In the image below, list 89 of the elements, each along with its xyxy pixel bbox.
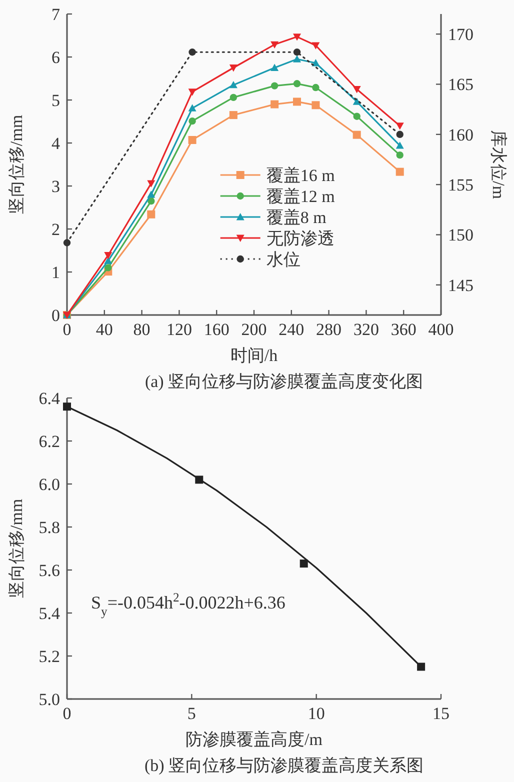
point bbox=[188, 104, 196, 112]
point bbox=[63, 402, 71, 411]
x-tick-label: 5 bbox=[187, 704, 196, 723]
point bbox=[270, 64, 279, 71]
x-tick-label: 200 bbox=[241, 320, 267, 339]
y2-tick-label: 170 bbox=[448, 25, 474, 44]
y-tick-label: 6.0 bbox=[38, 475, 60, 494]
point bbox=[195, 476, 204, 484]
point bbox=[188, 117, 196, 125]
y-tick-label: 5.4 bbox=[38, 604, 60, 623]
y-axis-title: 竖向位移/mm bbox=[7, 114, 26, 214]
point bbox=[300, 560, 308, 568]
y-tick-label: 5.2 bbox=[38, 647, 60, 666]
y-tick-label: 6.4 bbox=[38, 389, 60, 408]
x-tick-label: 15 bbox=[432, 704, 450, 723]
text: (a) 竖向位移与防渗膜覆盖高度变化图 bbox=[144, 372, 424, 391]
y-tick-label: 5 bbox=[52, 91, 60, 110]
legend-label: 覆盖12 m bbox=[266, 187, 335, 206]
point bbox=[229, 64, 238, 72]
point bbox=[352, 98, 361, 105]
point bbox=[230, 94, 238, 102]
y-tick-label: 1 bbox=[52, 263, 60, 282]
legend-label: 无防渗透 bbox=[266, 229, 334, 248]
x-tick-label: 360 bbox=[390, 320, 416, 339]
x-axis-title: 防渗膜覆盖高度/m bbox=[186, 730, 322, 749]
point bbox=[352, 86, 361, 94]
point bbox=[396, 151, 404, 159]
point bbox=[188, 88, 196, 96]
y2-tick-label: 155 bbox=[448, 176, 474, 195]
point bbox=[312, 101, 320, 110]
point bbox=[147, 210, 156, 218]
legend-label: 覆盖16 m bbox=[266, 166, 335, 185]
point bbox=[147, 180, 156, 188]
point bbox=[293, 98, 302, 106]
x-tick-label: 400 bbox=[428, 320, 454, 339]
point bbox=[104, 252, 112, 260]
y2-tick-label: 150 bbox=[448, 226, 474, 245]
point bbox=[188, 136, 196, 144]
y2-tick-label: 165 bbox=[448, 75, 474, 94]
x-tick-label: 10 bbox=[308, 704, 325, 723]
x-tick-label: 160 bbox=[204, 320, 230, 339]
point bbox=[229, 111, 238, 120]
point bbox=[352, 130, 361, 139]
x-tick-label: 240 bbox=[278, 320, 304, 339]
legend-label: 水位 bbox=[266, 250, 300, 269]
point bbox=[63, 239, 71, 246]
annotation: S$_{y}$=-0.054h$^{2}$-0.0022h+6.36 bbox=[91, 590, 286, 619]
y-tick-label: 5.8 bbox=[38, 518, 60, 537]
point bbox=[147, 190, 156, 198]
y-tick-label: 3 bbox=[52, 177, 60, 196]
y-tick-label: 5.0 bbox=[38, 690, 60, 709]
text: (b) 竖向位移与防渗膜覆盖高度关系图 bbox=[144, 756, 424, 775]
point bbox=[396, 168, 404, 176]
point bbox=[396, 142, 404, 149]
point bbox=[104, 264, 112, 272]
y2-axis-title: 库水位/m bbox=[489, 130, 508, 199]
point bbox=[293, 80, 301, 88]
y-axis-title: 竖向位移/mm bbox=[7, 498, 26, 598]
y2-tick-label: 160 bbox=[448, 125, 474, 144]
point bbox=[270, 100, 279, 108]
x-tick-label: 40 bbox=[96, 320, 113, 339]
y-tick-label: 7 bbox=[52, 5, 60, 24]
point bbox=[188, 48, 196, 56]
point bbox=[396, 122, 404, 130]
x-tick-label: 80 bbox=[133, 320, 150, 339]
point bbox=[312, 42, 320, 50]
point bbox=[293, 55, 302, 62]
y-tick-label: 6.2 bbox=[38, 432, 60, 451]
x-tick-label: 320 bbox=[353, 320, 379, 339]
point bbox=[353, 112, 360, 120]
point bbox=[104, 256, 112, 264]
point bbox=[293, 34, 302, 41]
y-tick-label: 2 bbox=[52, 220, 60, 239]
point bbox=[396, 130, 404, 138]
y-tick-label: 6 bbox=[52, 48, 60, 67]
point bbox=[270, 82, 278, 90]
point bbox=[229, 80, 238, 88]
x-tick-label: 280 bbox=[316, 320, 342, 339]
y-tick-label: 0 bbox=[52, 306, 60, 325]
y-tick-label: 4 bbox=[52, 134, 60, 153]
point bbox=[293, 48, 301, 56]
x-axis-title: 时间/h bbox=[230, 346, 278, 365]
x-tick-label: 120 bbox=[166, 320, 192, 339]
point bbox=[270, 41, 279, 49]
point bbox=[417, 662, 426, 671]
legend-label: 覆盖8 m bbox=[266, 208, 326, 227]
y2-tick-label: 145 bbox=[448, 276, 474, 295]
y-tick-label: 5.6 bbox=[38, 561, 60, 580]
point bbox=[312, 84, 320, 92]
